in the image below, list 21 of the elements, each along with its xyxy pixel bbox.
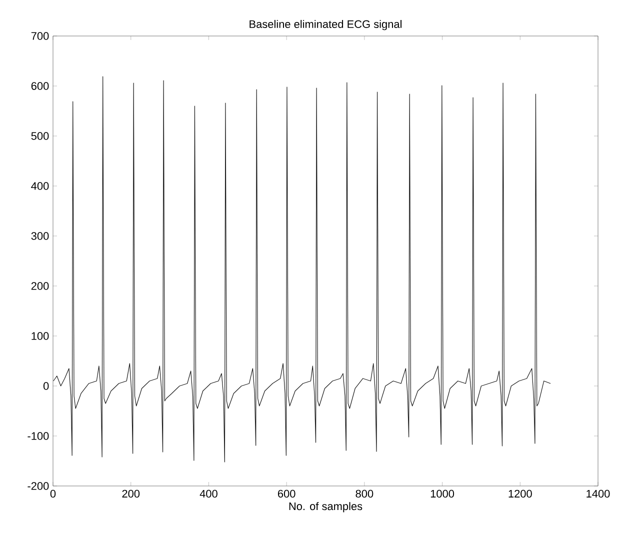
y-tick-label: -200 (28, 482, 49, 490)
y-tick-label: 100 (32, 332, 49, 340)
y-tick-label: 200 (31, 282, 49, 290)
y-tick-label: 400 (31, 182, 49, 190)
chart-title: Baseline eliminated ECG signal (250, 20, 402, 30)
y-tick-label: 0 (43, 382, 49, 390)
y-tick-label: 300 (31, 232, 49, 240)
x-tick-label: 1400 (586, 490, 610, 498)
x-tick-label: 200 (122, 490, 140, 498)
x-tick-label: 0 (50, 490, 56, 498)
x-tick-label: 800 (356, 490, 374, 498)
line-series (53, 76, 551, 462)
y-tick-label: 600 (31, 82, 49, 90)
x-tick-label: 1000 (430, 490, 454, 498)
y-tick-label: -100 (28, 432, 49, 440)
x-tick-label: 400 (200, 490, 218, 498)
x-axis-title: No. of samples (289, 502, 362, 512)
x-tick-label: 1200 (508, 490, 532, 498)
y-tick-label: 700 (31, 32, 49, 40)
y-tick-label: 500 (31, 132, 49, 140)
x-tick-label: 600 (278, 490, 296, 498)
